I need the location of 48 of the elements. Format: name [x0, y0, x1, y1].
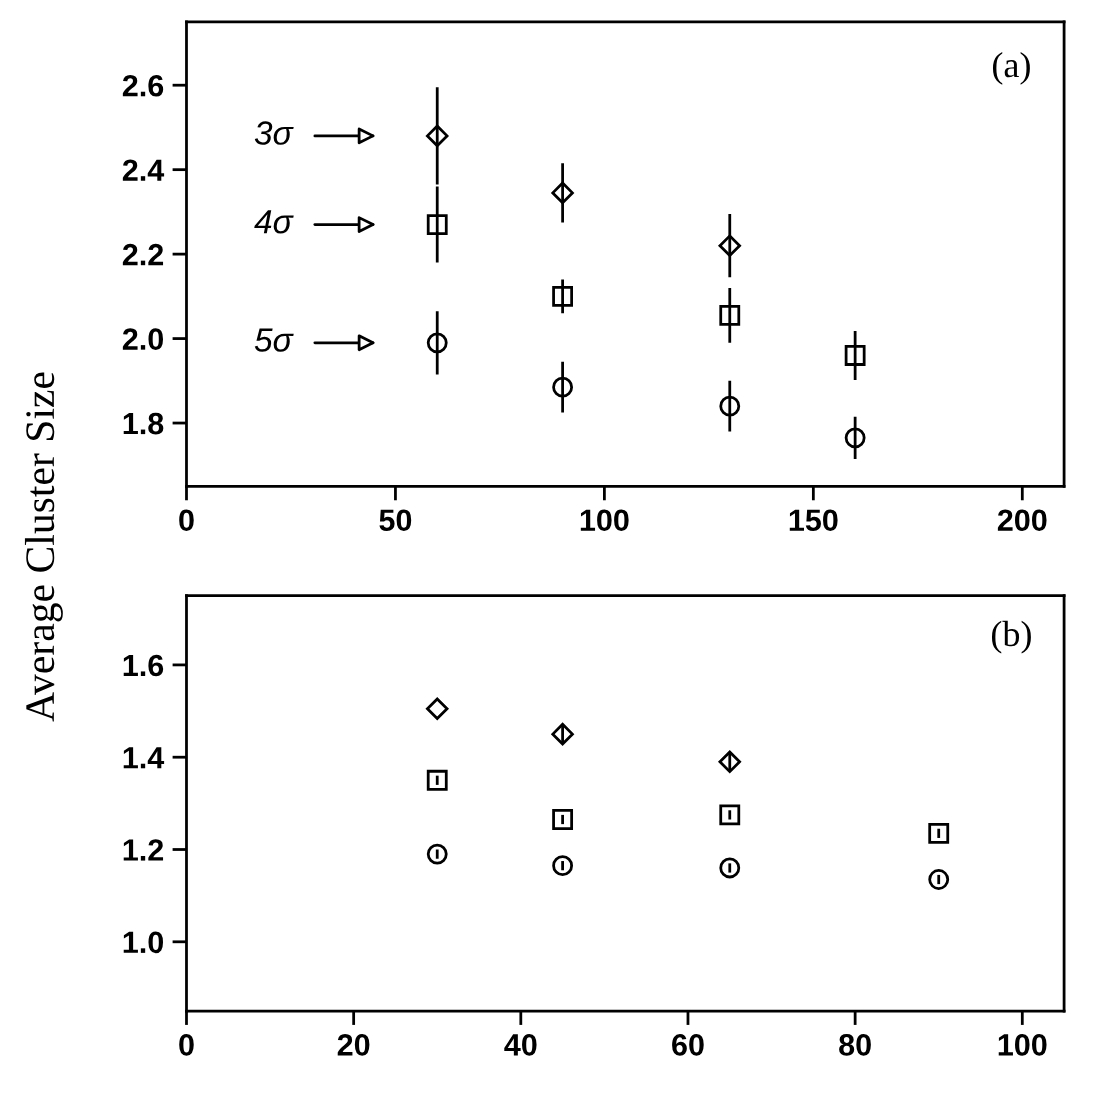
annotation: 4σ [254, 210, 294, 234]
y-tick-label: 1.0 [123, 931, 164, 954]
point [551, 181, 574, 205]
x-tick-label: 100 [998, 1034, 1047, 1056]
point [718, 234, 741, 257]
x-tick-label: 0 [179, 1034, 194, 1056]
y-tick-label: 1.8 [123, 412, 164, 435]
point [719, 804, 741, 826]
point [426, 843, 448, 865]
point [426, 697, 449, 720]
y-tick-label: 2.0 [122, 328, 164, 350]
point [719, 857, 741, 879]
x-tick-label: 60 [672, 1034, 704, 1056]
point [552, 855, 574, 877]
point [844, 345, 866, 366]
x-tick-label: 0 [179, 509, 194, 532]
y-tick-label: 1.4 [123, 747, 165, 769]
point [552, 285, 574, 307]
point [719, 395, 741, 417]
point [426, 124, 449, 148]
y-tick-label: 1.6 [123, 654, 164, 677]
annotation: (a) [992, 51, 1030, 85]
annotation: (b) [991, 620, 1031, 654]
point [718, 750, 741, 774]
y-tick-label: 1.2 [123, 839, 164, 861]
annotation: 5σ [254, 328, 294, 352]
point [552, 809, 574, 830]
x-tick-label: 20 [337, 1034, 370, 1056]
point [719, 304, 741, 326]
x-tick-label: 50 [379, 509, 412, 532]
x-tick-label: 200 [997, 509, 1047, 532]
point [426, 332, 448, 354]
point [426, 769, 448, 791]
y-tick-label: 2.2 [122, 243, 164, 266]
point [928, 822, 950, 844]
x-tick-label: 80 [839, 1034, 871, 1056]
point [928, 869, 950, 890]
y-axis-title: Average Cluster Size [24, 372, 63, 722]
point [426, 214, 448, 235]
point [551, 722, 574, 746]
annotation: 3σ [254, 121, 294, 145]
x-tick-label: 100 [580, 509, 629, 532]
point [844, 427, 866, 449]
point [552, 376, 574, 398]
x-tick-label: 40 [504, 1034, 537, 1056]
y-tick-label: 2.6 [122, 74, 164, 97]
y-tick-label: 2.4 [122, 159, 165, 181]
x-tick-label: 150 [789, 509, 838, 532]
